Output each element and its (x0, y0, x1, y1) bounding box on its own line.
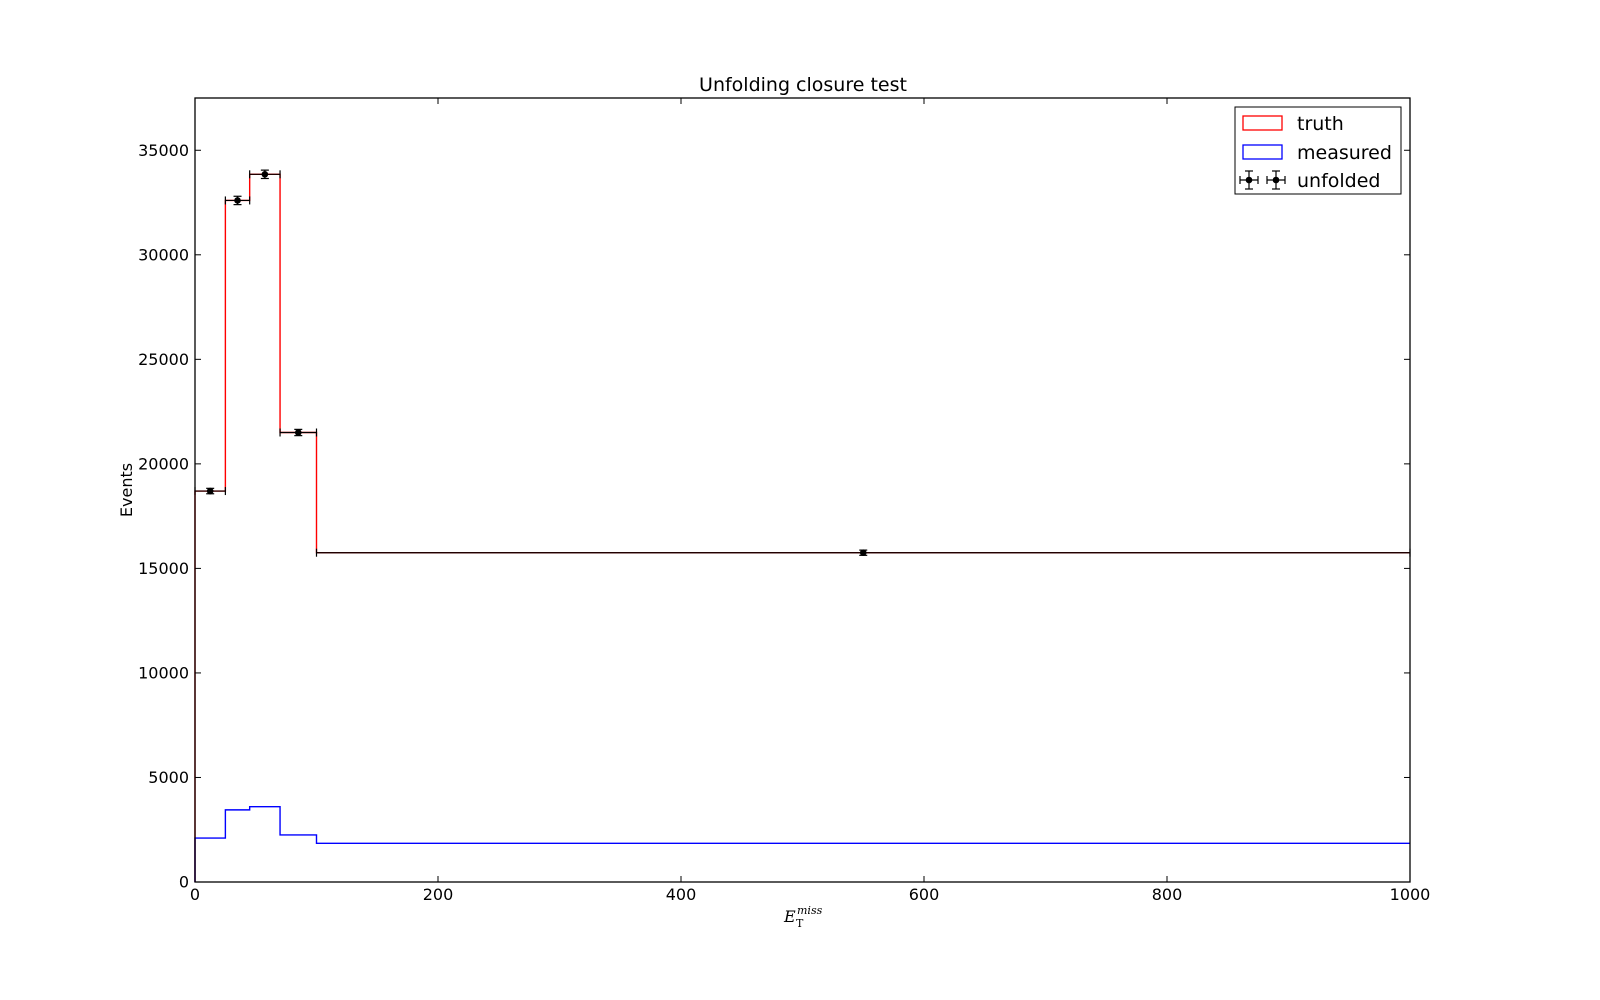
legend-label-truth: truth (1297, 113, 1344, 135)
unfolded-point (194, 487, 226, 496)
x-tick-label: 0 (190, 885, 200, 904)
series-truth-line (194, 173, 1410, 882)
y-tick-label: 15000 (138, 559, 189, 578)
y-tick-label: 35000 (138, 141, 189, 160)
unfolded-marker (234, 197, 241, 204)
x-axis-label-main: E (783, 907, 796, 926)
x-tick-label: 800 (1152, 885, 1183, 904)
unfolded-marker (261, 171, 269, 178)
unfolded-marker (859, 549, 867, 557)
legend-box (1234, 106, 1402, 195)
legend-swatch-truth (1242, 115, 1283, 131)
y-tick-label: 0 (179, 873, 189, 892)
chart-title: Unfolding closure test (699, 74, 907, 96)
legend-unfolded-dot (1245, 176, 1253, 184)
legend-label-unfolded: unfolded (1297, 170, 1381, 192)
y-tick-label: 5000 (148, 768, 189, 787)
x-tick-label: 600 (909, 885, 940, 904)
x-tick-label: 1000 (1390, 885, 1431, 904)
series-measured-line (194, 806, 1410, 882)
legend-unfolded-dot (1272, 176, 1280, 184)
y-tick-label: 20000 (138, 454, 189, 473)
plot-area (194, 169, 1411, 882)
legend: truth measured unfolded (1234, 106, 1402, 195)
unfolded-marker (206, 487, 214, 495)
legend-label-measured: measured (1297, 142, 1392, 164)
unfolded-point (224, 195, 251, 206)
legend-marker-unfolded (1239, 170, 1286, 190)
unfolded-point (279, 428, 318, 437)
x-axis-label: E T miss (783, 904, 823, 930)
x-axis-label-sup: miss (797, 904, 823, 917)
y-tick-label: 25000 (138, 350, 189, 369)
axes: 0 200 400 600 800 100005000100001500020000250… (138, 98, 1430, 904)
unfolded-point (249, 169, 281, 180)
x-axis-label-sub: T (796, 917, 804, 930)
x-tick-label: 200 (423, 885, 454, 904)
legend-swatch-measured (1242, 144, 1283, 160)
y-tick-label: 30000 (138, 245, 189, 264)
x-tick-label: 400 (666, 885, 697, 904)
y-tick-label: 10000 (138, 663, 189, 682)
unfolded-marker (294, 429, 302, 436)
y-axis-label: Events (117, 463, 136, 517)
plot-frame (194, 97, 1411, 883)
unfolded-point (315, 548, 1411, 557)
